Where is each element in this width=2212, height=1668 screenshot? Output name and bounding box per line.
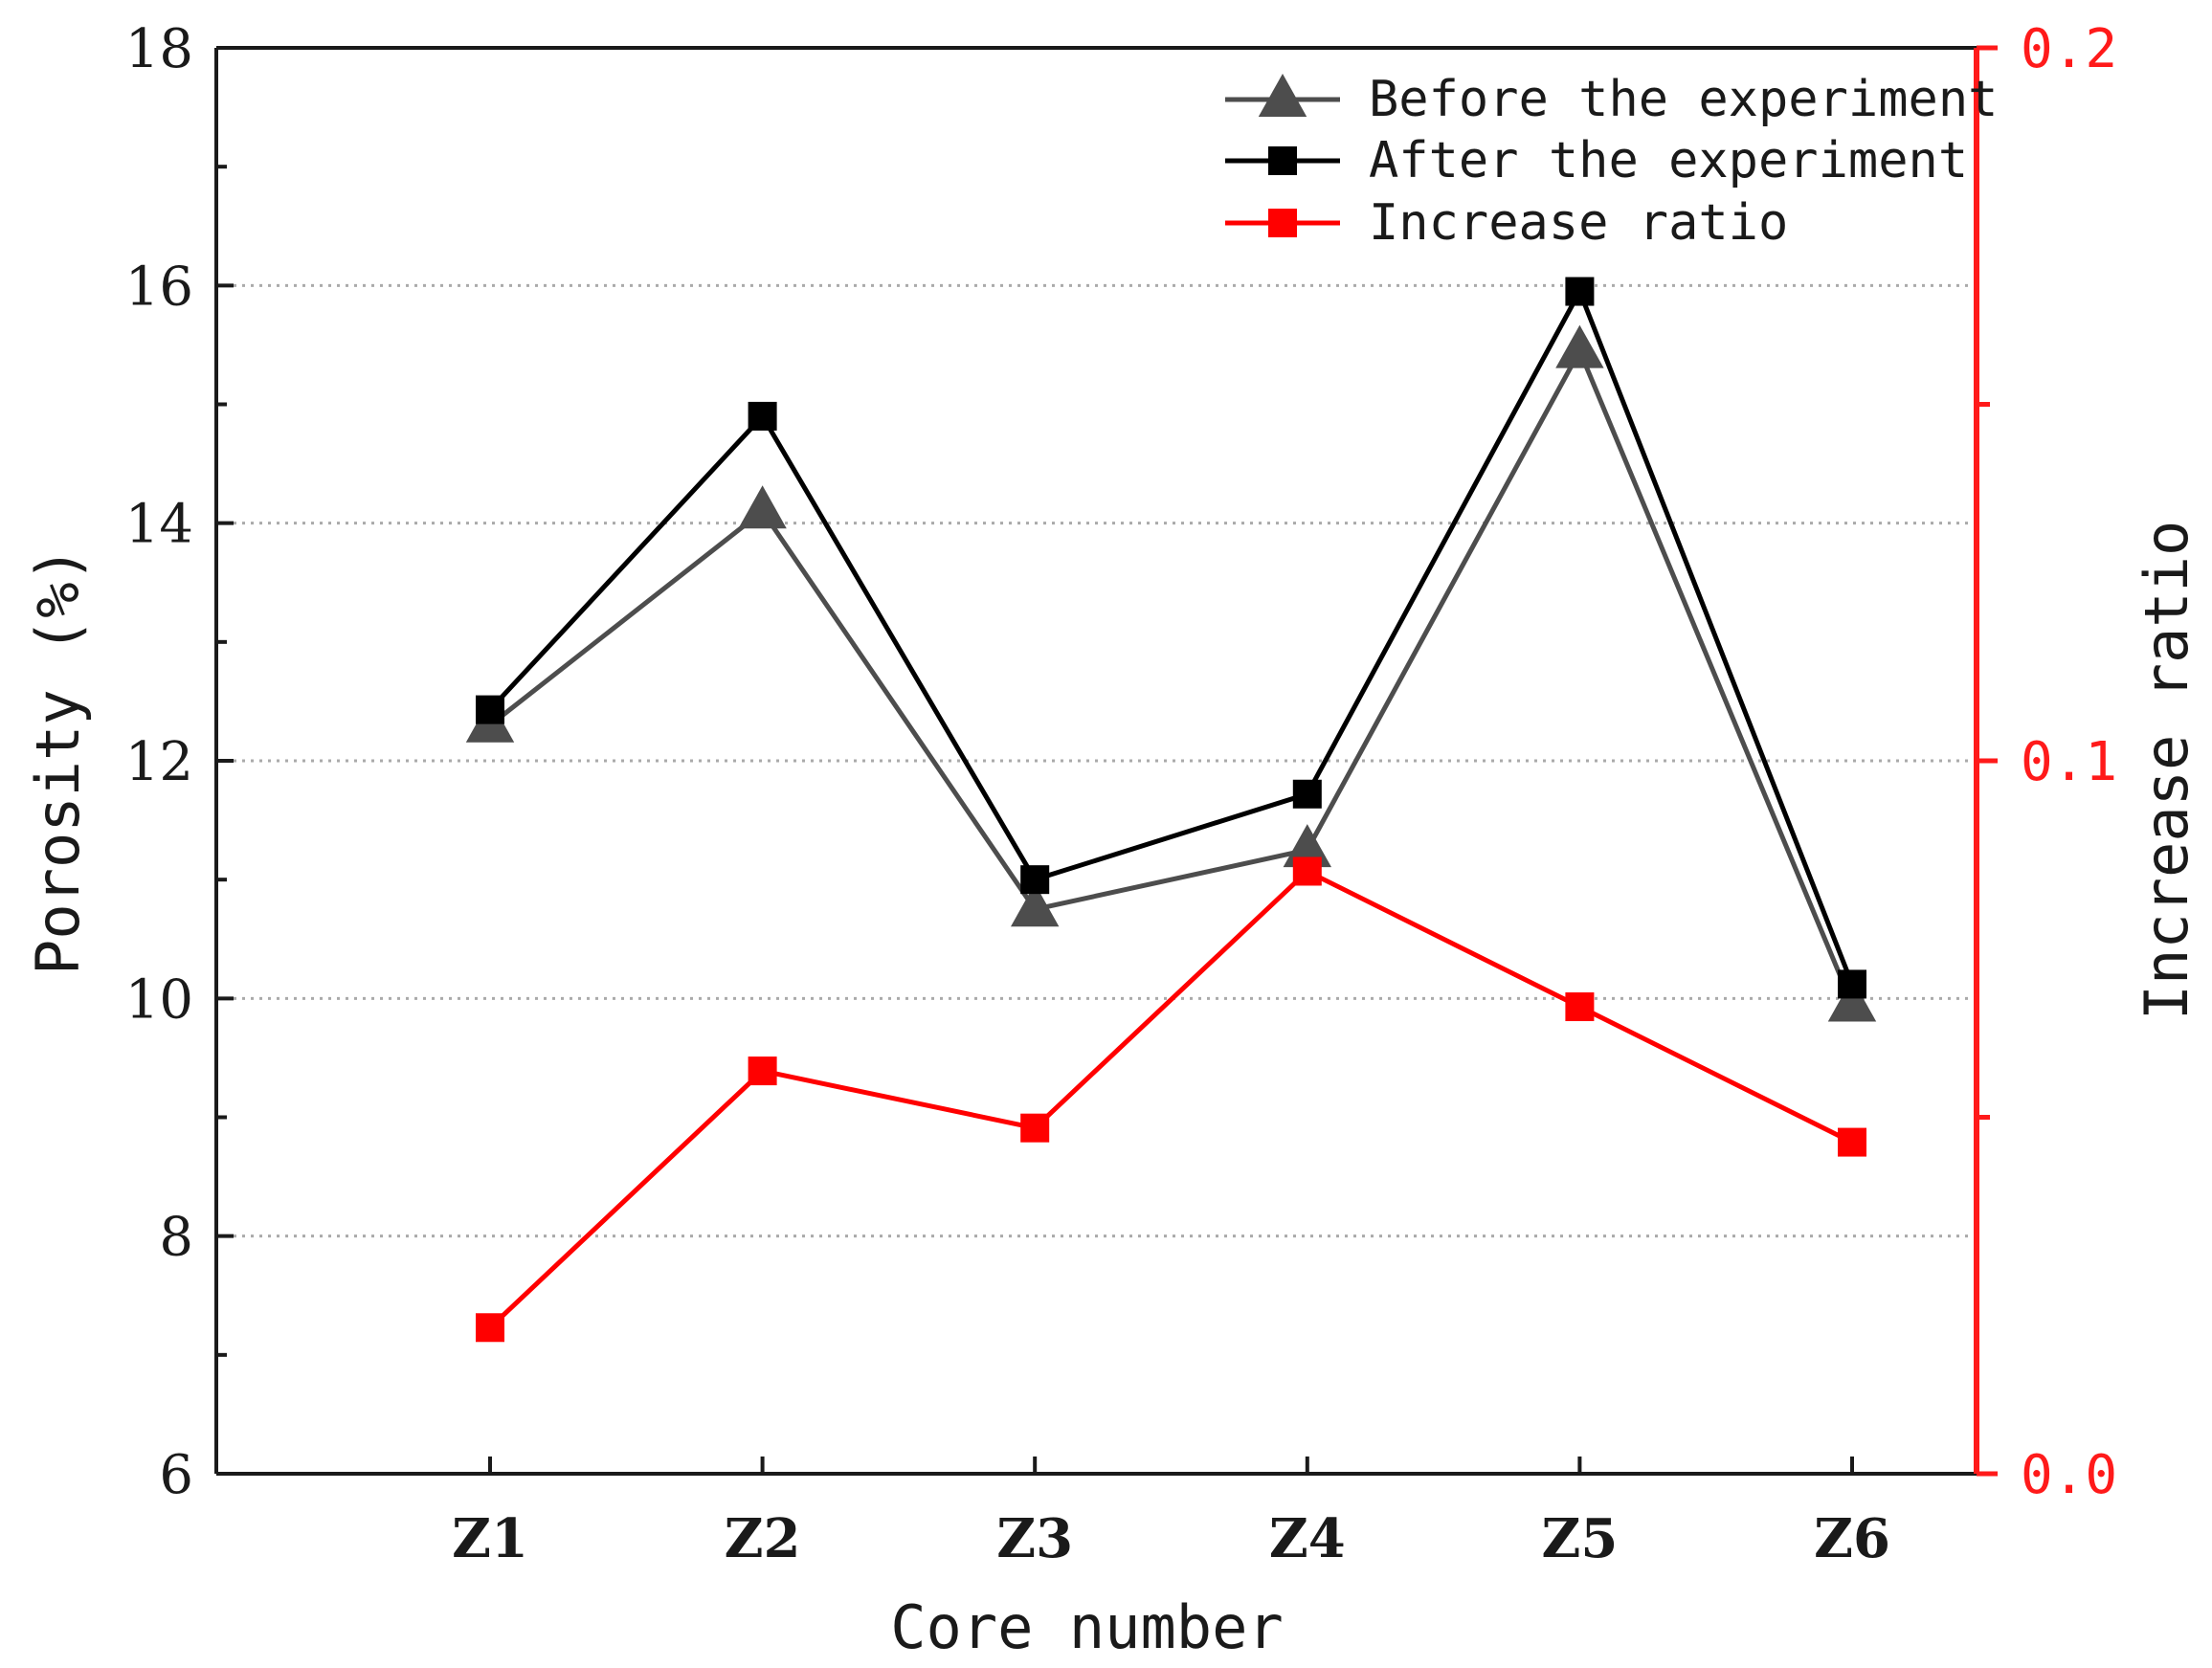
series-2 [476,856,1866,1343]
series-0-point-Z5 [1555,324,1604,368]
series-0-point-Z3 [1011,883,1060,927]
left-tick-label-12: 12 [125,731,193,793]
x-tick-label-Z6: Z6 [1814,1507,1890,1570]
series-0-point-Z4 [1283,824,1331,868]
series-1-point-Z6 [1838,969,1866,999]
series-1-point-Z1 [476,695,504,724]
y-axis-title: Porosity (%) [23,546,93,975]
data-series [465,277,1877,1343]
series-0 [465,324,1877,1022]
series-line-2 [488,868,1854,1330]
series-2-point-Z4 [1292,856,1322,886]
legend-item-after: After the experiment [1225,132,1968,189]
legend-swatch-marker-0 [1258,74,1307,117]
left-tick-label-8: 8 [159,1207,193,1269]
series-1-point-Z2 [748,401,777,431]
right-y-axis-title: Increase ratio [2132,521,2201,1021]
series-line-0 [488,345,1855,1006]
legend-label-after: After the experiment [1369,132,1968,189]
series-2-point-Z1 [476,1313,504,1343]
legend-item-increase-ratio: Increase ratio [1225,194,1788,252]
x-tick-label-Z5: Z5 [1541,1507,1618,1570]
series-2-point-Z3 [1020,1113,1050,1143]
right-tick-label-0.2: 0.2 [2021,18,2117,80]
series-1-point-Z3 [1020,865,1050,895]
x-tick-label-Z3: Z3 [996,1507,1073,1570]
series-1-point-Z5 [1565,277,1595,306]
left-tick-label-18: 18 [125,18,193,80]
left-tick-label-10: 10 [125,968,193,1031]
series-0-point-Z6 [1827,978,1877,1022]
legend-label-increase-ratio: Increase ratio [1369,194,1788,252]
x-tick-label-Z1: Z1 [452,1507,528,1570]
right-tick-label-0.1: 0.1 [2021,731,2117,793]
tick-marks [216,45,1998,1477]
legend-label-before: Before the experiment [1369,71,1998,128]
series-2-point-Z6 [1838,1127,1866,1157]
left-tick-label-14: 14 [125,494,193,556]
legend: Before the experiment After the experime… [1225,71,1998,252]
series-0-point-Z2 [738,485,787,529]
series-line-1 [488,285,1855,986]
x-tick-label-Z4: Z4 [1269,1507,1346,1570]
left-tick-label-16: 16 [125,256,193,318]
tick-labels: 6 8 10 12 14 16 18 0.0 0.1 0.2 Z1 Z2 Z3 Z4 Z5 Z6 [125,18,2117,1570]
x-axis-title: Core number [890,1592,1284,1662]
right-tick-label-0.0: 0.0 [2021,1444,2117,1506]
legend-item-before: Before the experiment [1225,71,1998,128]
series-2-point-Z5 [1565,992,1595,1022]
legend-swatch-marker-1 [1268,146,1297,175]
series-1-point-Z4 [1292,779,1322,809]
x-tick-label-Z2: Z2 [725,1507,801,1570]
gridlines [216,283,1977,1238]
series-1 [476,277,1866,999]
left-tick-label-6: 6 [159,1444,193,1506]
legend-swatch-marker-2 [1268,209,1297,237]
series-2-point-Z2 [748,1056,777,1086]
